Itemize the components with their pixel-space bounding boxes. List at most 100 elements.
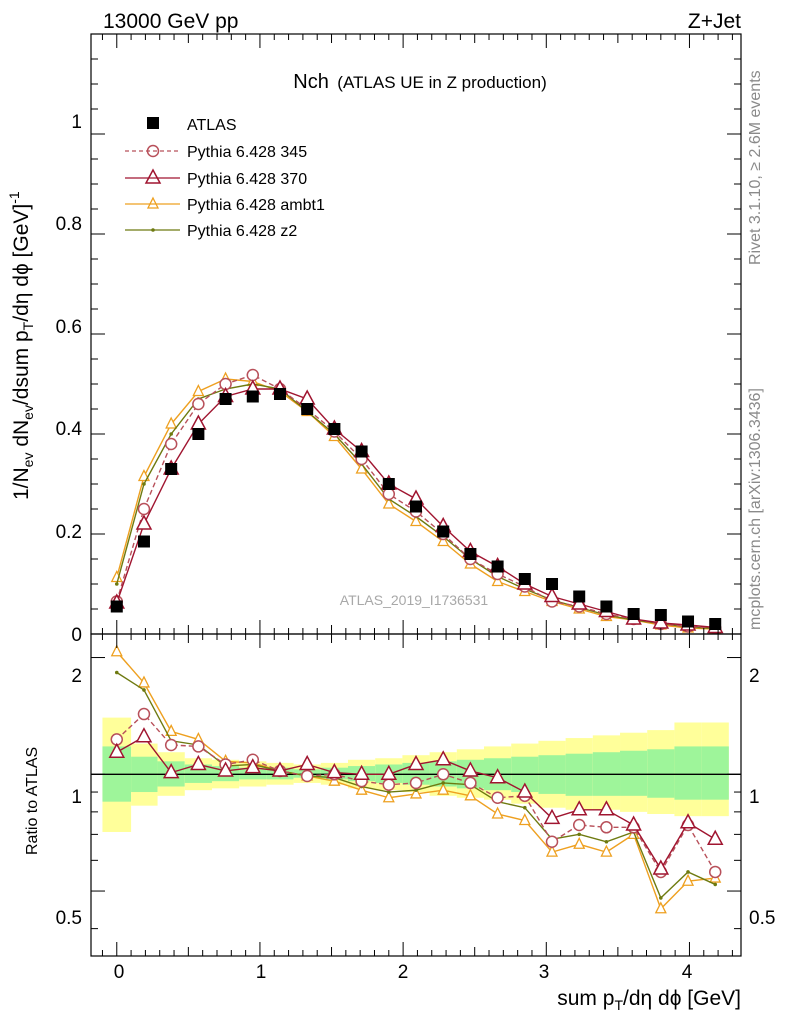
data-point-ambt1	[192, 384, 205, 397]
data-point-p370	[543, 586, 561, 603]
data-point-ambt1	[137, 675, 151, 688]
data-point-p345	[137, 502, 151, 516]
data-point-z2	[169, 432, 173, 436]
data-point-ambt1	[681, 873, 695, 886]
data-point-p370	[652, 859, 670, 875]
data-point-p345	[409, 776, 423, 790]
data-point-z2	[114, 670, 119, 675]
data-point-ambt1	[600, 844, 613, 857]
y-tick-label: 1	[71, 112, 82, 133]
data-point-p370	[516, 782, 534, 798]
data-point-atlas	[464, 548, 477, 560]
data-point-ambt1	[491, 574, 504, 587]
data-point-ambt1	[654, 901, 667, 914]
legend: ATLAS Pythia 6.428 345 Pythia 6.428 370 …	[125, 117, 325, 240]
data-point-z2	[577, 832, 582, 837]
data-point-p370	[217, 761, 234, 777]
data-point-ambt1	[110, 644, 123, 657]
plot-title-sub: (ATLAS UE in Z production)	[337, 73, 546, 92]
data-point-p370	[271, 761, 289, 777]
data-point-p370	[353, 764, 370, 781]
ratio-frame	[90, 633, 742, 957]
data-point-p370	[135, 727, 153, 743]
data-point-p345	[491, 791, 504, 804]
data-point-p345	[382, 487, 396, 501]
data-point-ambt1	[355, 782, 368, 795]
data-point-p345	[436, 768, 450, 781]
data-point-atlas	[491, 560, 504, 573]
x-tick-label: 3	[539, 962, 550, 983]
x-tick-label: 0	[114, 962, 125, 983]
legend-marker-z2	[151, 228, 155, 232]
data-point-z2	[523, 805, 527, 810]
band-inner	[239, 767, 267, 780]
ratio-y-tick-label-right: 2	[749, 666, 760, 687]
legend-marker-ambt1	[146, 196, 160, 209]
data-point-p370	[244, 758, 262, 774]
data-point-ambt1	[382, 790, 395, 803]
data-point-z2	[142, 688, 146, 692]
y-tick-label: 0.2	[56, 522, 82, 543]
data-point-p345	[600, 821, 613, 834]
ratio-series-group	[108, 644, 724, 914]
band-inner	[674, 746, 702, 800]
y-tick-label: 0.4	[56, 419, 83, 440]
data-point-p370	[434, 750, 452, 766]
ratio-y-tick-label: 2	[71, 666, 82, 687]
main-series-group	[108, 368, 724, 634]
data-point-ambt1	[491, 806, 504, 819]
data-point-atlas	[137, 535, 150, 548]
data-point-z2	[713, 882, 718, 887]
data-point-atlas	[246, 390, 259, 403]
data-point-p345	[137, 707, 151, 721]
x-axis-label: sum pT/dη dϕ [GeV]	[557, 987, 741, 1013]
data-point-p370	[570, 800, 588, 816]
legend-label: Pythia 6.428 345	[187, 144, 307, 161]
data-point-p370	[162, 763, 180, 779]
analysis-watermark: ATLAS_2019_I1736531	[340, 592, 489, 608]
main-y-tick-labels: 1 0.8 0.6 0.4 0.2 0	[56, 112, 83, 646]
data-point-p370	[190, 414, 207, 430]
data-point-p345	[572, 818, 586, 832]
side-label-rivet: Rivet 3.1.10, ≥ 2.6M events	[747, 70, 764, 265]
axis-ticks	[91, 34, 741, 956]
ratio-y-tick-label-right: 0.5	[749, 908, 775, 929]
band-inner	[647, 749, 675, 798]
data-point-p370	[489, 768, 506, 784]
data-point-z2	[142, 482, 146, 486]
data-point-z2	[414, 788, 418, 792]
band-inner	[701, 746, 729, 800]
data-point-atlas	[627, 608, 640, 620]
ratio-y-axis-label: Ratio to ATLAS	[24, 747, 41, 855]
ratio-y-tick-label: 0.5	[56, 908, 82, 929]
data-point-z2	[659, 896, 663, 900]
data-point-p345	[545, 835, 559, 848]
data-point-z2	[114, 582, 119, 586]
data-point-atlas	[682, 615, 695, 628]
data-point-p370	[380, 764, 398, 781]
legend-label: ATLAS	[187, 117, 237, 134]
ratio-y-tick-label-right: 1	[749, 787, 760, 808]
data-point-z2	[441, 781, 446, 785]
plot-title: Nch (ATLAS UE in Z production)	[293, 71, 546, 93]
data-point-p370	[326, 763, 343, 779]
data-point-atlas	[110, 600, 123, 613]
data-point-p370	[407, 754, 425, 771]
data-point-p370	[190, 754, 207, 771]
data-point-ambt1	[409, 786, 423, 799]
data-point-p370	[108, 742, 126, 758]
x-tick-label: 2	[398, 962, 409, 983]
data-point-p345	[164, 437, 178, 451]
data-point-p345	[192, 397, 205, 411]
data-point-atlas	[709, 618, 722, 630]
data-point-p370	[598, 800, 615, 816]
data-point-p345	[464, 776, 477, 790]
data-point-atlas	[410, 500, 422, 513]
data-point-atlas	[273, 388, 286, 400]
legend-marker-370	[144, 168, 162, 184]
data-point-ambt1	[573, 836, 586, 849]
x-tick-labels: 0 1 2 3 4	[114, 962, 693, 983]
data-point-z2	[604, 839, 609, 844]
data-point-p345	[708, 865, 722, 879]
data-point-p370	[462, 761, 479, 777]
